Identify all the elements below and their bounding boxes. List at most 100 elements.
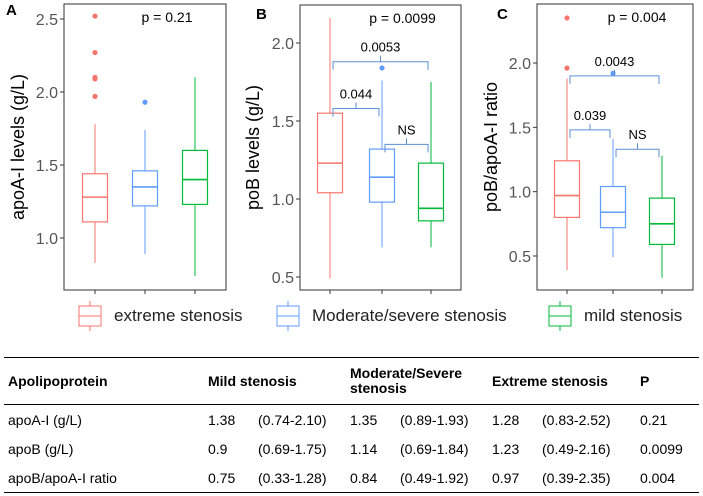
value: apoB/apoA-I ratio xyxy=(8,469,117,486)
table-cell: 0.9 (0.69-1.75) xyxy=(204,434,346,463)
boxplot-panels: 1.0 1.5 2.0 2.5 apoA-I levels (g/L) p = 0.21 0… xyxy=(8,3,694,294)
outlier-point xyxy=(379,65,385,71)
table-row: apoA-I (g/L) 1.38 (0.74-2.10) 1.35 (0.89-1.9… xyxy=(4,405,699,435)
p-value-label: p = 0.0099 xyxy=(369,10,436,26)
box-2 xyxy=(648,197,676,246)
p-value-label: p = 0.004 xyxy=(608,9,667,25)
legend-key-extreme xyxy=(78,301,102,331)
outlier-point xyxy=(92,49,98,56)
y-tick-label: 2.0 xyxy=(509,56,531,73)
box-1 xyxy=(599,185,627,229)
comparison-label: 0.0053 xyxy=(361,40,401,55)
legend-label: mild stenosis xyxy=(584,306,683,325)
value: 1.14 xyxy=(350,440,378,457)
outlier-point xyxy=(142,99,148,105)
value: 1.38 xyxy=(208,411,236,428)
legend-key-glyph xyxy=(276,301,300,331)
box-2 xyxy=(417,162,445,222)
panel-label-b: B xyxy=(256,6,267,23)
y-tick-label: 1.0 xyxy=(272,192,294,209)
comparison-bracket xyxy=(384,138,429,153)
ci: (0.49-2.16) xyxy=(542,440,611,457)
ci: (0.33-1.28) xyxy=(258,469,327,486)
plot-frame xyxy=(536,3,694,291)
comparison-label: 0.044 xyxy=(340,87,373,102)
box-1 xyxy=(368,148,396,203)
comparison-bracket xyxy=(615,143,660,158)
comparison-bracket xyxy=(332,102,380,117)
y-tick-label: 0.5 xyxy=(509,249,531,266)
y-tick-label: 1.0 xyxy=(36,231,58,248)
summary-table: Apolipoprotein Mild stenosis Moderate/Se… xyxy=(4,357,699,493)
table-row: apoB/apoA-I ratio 0.75 (0.33-1.28) 0.84 (0.4… xyxy=(4,463,699,493)
comparison-label: NS xyxy=(628,127,646,142)
box-0 xyxy=(553,160,581,219)
legend-item-mild: mild stenosis xyxy=(548,301,683,331)
value: 0.97 xyxy=(492,469,520,486)
value: 1.23 xyxy=(492,440,520,457)
panel-label-a: A xyxy=(6,2,17,19)
table-cell: 1.28 (0.83-2.52) xyxy=(488,405,636,435)
value: 0.84 xyxy=(350,469,378,486)
table-cell: 1.38 (0.74-2.10) xyxy=(204,405,346,435)
comparison-bracket xyxy=(332,55,429,70)
table-cell: apoB/apoA-I ratio xyxy=(4,463,204,493)
value: 0.9 xyxy=(208,440,228,457)
box-0 xyxy=(316,112,344,194)
y-axis-label: poB levels (g/L) xyxy=(243,85,263,210)
outlier-point xyxy=(564,15,570,21)
y-tick-label: 1.5 xyxy=(36,158,58,175)
table-cell: 1.35 (0.89-1.93) xyxy=(346,405,488,435)
legend-item-extreme: extreme stenosis xyxy=(78,301,243,331)
table-cell: apoB (g/L) xyxy=(4,434,204,463)
col-header: Moderate/Severe stenosis xyxy=(350,365,463,396)
y-axis-label: apoA-I levels (g/L) xyxy=(8,74,28,220)
table-cell: apoA-I (g/L) xyxy=(4,405,204,435)
table-cell: 1.14 (0.69-1.84) xyxy=(346,434,488,463)
outlier-point xyxy=(564,65,570,71)
value: 1.35 xyxy=(350,411,378,428)
y-tick-label: 2.0 xyxy=(272,36,294,53)
ci: (0.74-2.10) xyxy=(258,411,327,428)
legend-key-moderate xyxy=(276,301,300,331)
outlier-point xyxy=(92,74,98,80)
ci: (0.69-1.84) xyxy=(400,440,469,457)
box-1 xyxy=(131,170,159,207)
y-axis-label: poB/apoA-I ratio xyxy=(481,82,501,212)
y-tick-label: 2.5 xyxy=(36,12,58,29)
legend-key-glyph xyxy=(548,301,572,331)
panel-label-c: C xyxy=(497,6,508,23)
p-value-label: p = 0.21 xyxy=(142,9,193,25)
col-header: Apolipoprotein xyxy=(8,372,108,389)
col-header: Extreme stenosis xyxy=(492,372,608,389)
value: 0.0099 xyxy=(640,440,683,457)
legend-item-moderate: Moderate/severe stenosis xyxy=(276,301,507,331)
table-cell: 0.97 (0.39-2.35) xyxy=(488,463,636,493)
table-cell: 0.004 xyxy=(636,463,699,493)
ci: (0.89-1.93) xyxy=(400,411,469,428)
comparison-label: 0.039 xyxy=(574,108,607,123)
value: 0.21 xyxy=(640,411,668,428)
table-cell: 1.23 (0.49-2.16) xyxy=(488,434,636,463)
comparison-label: NS xyxy=(397,122,415,137)
value: apoB (g/L) xyxy=(8,440,74,457)
ci: (0.69-1.75) xyxy=(258,440,327,457)
outlier-point xyxy=(92,13,98,19)
comparison-bracket xyxy=(569,69,660,84)
comparison-bracket xyxy=(569,123,611,138)
y-tick-label: 2.0 xyxy=(36,85,58,102)
outlier-point xyxy=(92,93,98,99)
box-2 xyxy=(181,149,209,206)
legend-key-glyph xyxy=(78,301,102,331)
y-tick-label: 1.5 xyxy=(509,120,531,137)
value: 0.004 xyxy=(640,469,676,486)
ci: (0.39-2.35) xyxy=(542,469,611,486)
value: 0.75 xyxy=(208,469,236,486)
value: apoA-I (g/L) xyxy=(8,411,82,428)
table-row: apoB (g/L) 0.9 (0.69-1.75) 1.14 (0.69-1.84) 1… xyxy=(4,434,699,463)
comparison-label: 0.0043 xyxy=(595,54,635,69)
table-header-row: Apolipoprotein Mild stenosis Moderate/Se… xyxy=(4,357,699,405)
col-header: P xyxy=(640,372,650,389)
value: 1.28 xyxy=(492,411,520,428)
